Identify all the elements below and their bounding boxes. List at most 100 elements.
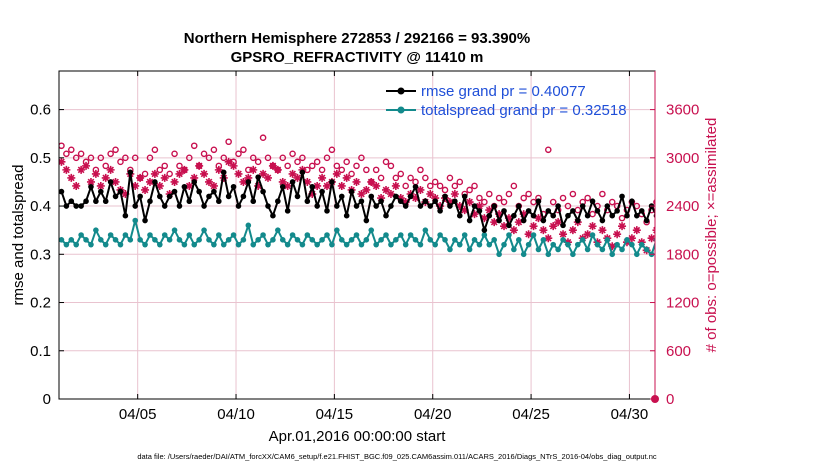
obs-assimilated-marker <box>131 181 140 190</box>
obs-possible-marker <box>176 162 183 170</box>
obs-possible-marker <box>353 162 360 170</box>
rmse-point <box>589 198 596 205</box>
obs-assimilated-marker <box>509 226 518 235</box>
x-tick-label: 04/30 <box>611 406 649 423</box>
obs-assimilated-marker <box>82 161 91 170</box>
rmse-point <box>486 212 493 219</box>
obs-assimilated-marker <box>106 165 115 174</box>
totalspread-point <box>211 241 217 248</box>
rmse-point <box>127 169 134 176</box>
obs-possible-marker <box>787 220 792 225</box>
obs-assimilated-marker <box>426 190 435 198</box>
obs-possible-marker <box>599 190 606 198</box>
obs-assimilated-marker <box>209 181 218 190</box>
totalspread-point <box>132 217 139 224</box>
totalspread-point <box>752 237 758 243</box>
obs-possible-marker <box>235 150 242 158</box>
rmse-point <box>59 188 65 195</box>
obs-assimilated-marker <box>224 157 233 166</box>
totalspread-point <box>594 241 601 248</box>
rmse-point <box>732 213 738 219</box>
totalspread-point <box>368 227 375 233</box>
totalspread-point <box>117 241 124 248</box>
rmse-point <box>437 208 443 214</box>
rmse-point <box>299 169 306 176</box>
rmse-point <box>279 183 286 190</box>
rmse-point <box>314 203 320 209</box>
rmse-point <box>757 203 763 209</box>
obs-possible-marker <box>171 150 178 158</box>
obs-assimilated-marker <box>367 177 376 186</box>
totalspread-series <box>59 217 758 258</box>
obs-assimilated-marker <box>825 234 830 242</box>
rmse-point <box>122 212 129 219</box>
obs-assimilated-marker <box>323 181 332 190</box>
totalspread-point <box>629 241 635 248</box>
y-tick-label-left: 0.4 <box>30 198 51 215</box>
x-axis-ticks: 04/05 04/10 04/15 04/20 04/25 04/30 <box>119 71 648 423</box>
totalspread-point <box>530 232 537 238</box>
obs-possible-marker <box>505 190 513 198</box>
obs-possible-marker <box>772 216 777 221</box>
obs-assimilated-marker <box>268 161 277 170</box>
totalspread-point <box>216 232 222 238</box>
obs-possible-marker <box>67 146 75 154</box>
y-tick-label-right: 600 <box>666 343 691 360</box>
obs-assimilated-marker <box>692 262 700 270</box>
totalspread-point <box>122 232 129 238</box>
obs-assimilated-marker <box>155 181 164 190</box>
obs-assimilated-marker <box>480 214 489 223</box>
obs-possible-marker <box>417 166 424 174</box>
obs-possible-marker <box>752 216 757 221</box>
obs-assimilated-marker <box>308 190 317 198</box>
obs-assimilated-marker <box>254 181 263 190</box>
obs-assimilated-marker <box>495 210 504 219</box>
totalspread-point <box>525 241 532 248</box>
totalspread-point <box>378 237 384 243</box>
totalspread-point <box>584 246 591 253</box>
obs-possible-marker <box>693 216 698 221</box>
obs-possible-marker <box>481 198 488 206</box>
rmse-point <box>782 218 788 224</box>
obs-possible-marker <box>122 154 129 162</box>
obs-possible-marker <box>264 154 272 162</box>
left-axis-ticks: 0 0.1 0.2 0.3 0.4 0.5 0.6 <box>30 102 64 408</box>
totalspread-point <box>589 232 596 238</box>
obs-possible-marker <box>549 198 557 206</box>
rmse-point <box>329 179 335 185</box>
rmse-point <box>619 193 625 200</box>
totalspread-point <box>107 232 114 238</box>
obs-assimilated-marker <box>770 242 778 250</box>
obs-possible-marker <box>333 162 341 170</box>
obs-possible-marker <box>382 158 390 166</box>
obs-assimilated-marker <box>377 194 386 203</box>
totalspread-point <box>456 241 463 248</box>
obs-assimilated-marker <box>416 185 425 194</box>
totalspread-point <box>417 241 424 248</box>
obs-assimilated-marker <box>86 177 95 186</box>
obs-possible-marker <box>436 182 444 190</box>
obs-possible-marker <box>422 174 429 182</box>
obs-assimilated-marker <box>751 254 759 262</box>
obs-assimilated-marker <box>273 165 282 174</box>
rmse-point <box>604 203 611 209</box>
totalspread-point <box>422 227 429 233</box>
rmse-point <box>427 203 434 209</box>
y-tick-label-right: 3000 <box>666 150 699 167</box>
totalspread-point <box>181 241 188 248</box>
totalspread-point <box>59 237 65 243</box>
obs-assimilated-marker <box>96 181 105 190</box>
obs-assimilated-marker <box>475 202 484 211</box>
obs-possible-marker <box>471 182 478 190</box>
rmse-point <box>102 198 109 205</box>
totalspread-point <box>373 241 379 248</box>
obs-assimilated-marker <box>721 258 729 266</box>
rmse-point <box>599 217 606 224</box>
totalspread-point <box>388 241 394 248</box>
obs-possible-marker <box>792 207 797 212</box>
rmse-point <box>275 198 281 205</box>
obs-assimilated-marker <box>805 242 813 250</box>
obs-possible-marker <box>466 186 473 194</box>
rmse-point <box>466 217 473 224</box>
obs-possible-marker <box>584 194 591 202</box>
